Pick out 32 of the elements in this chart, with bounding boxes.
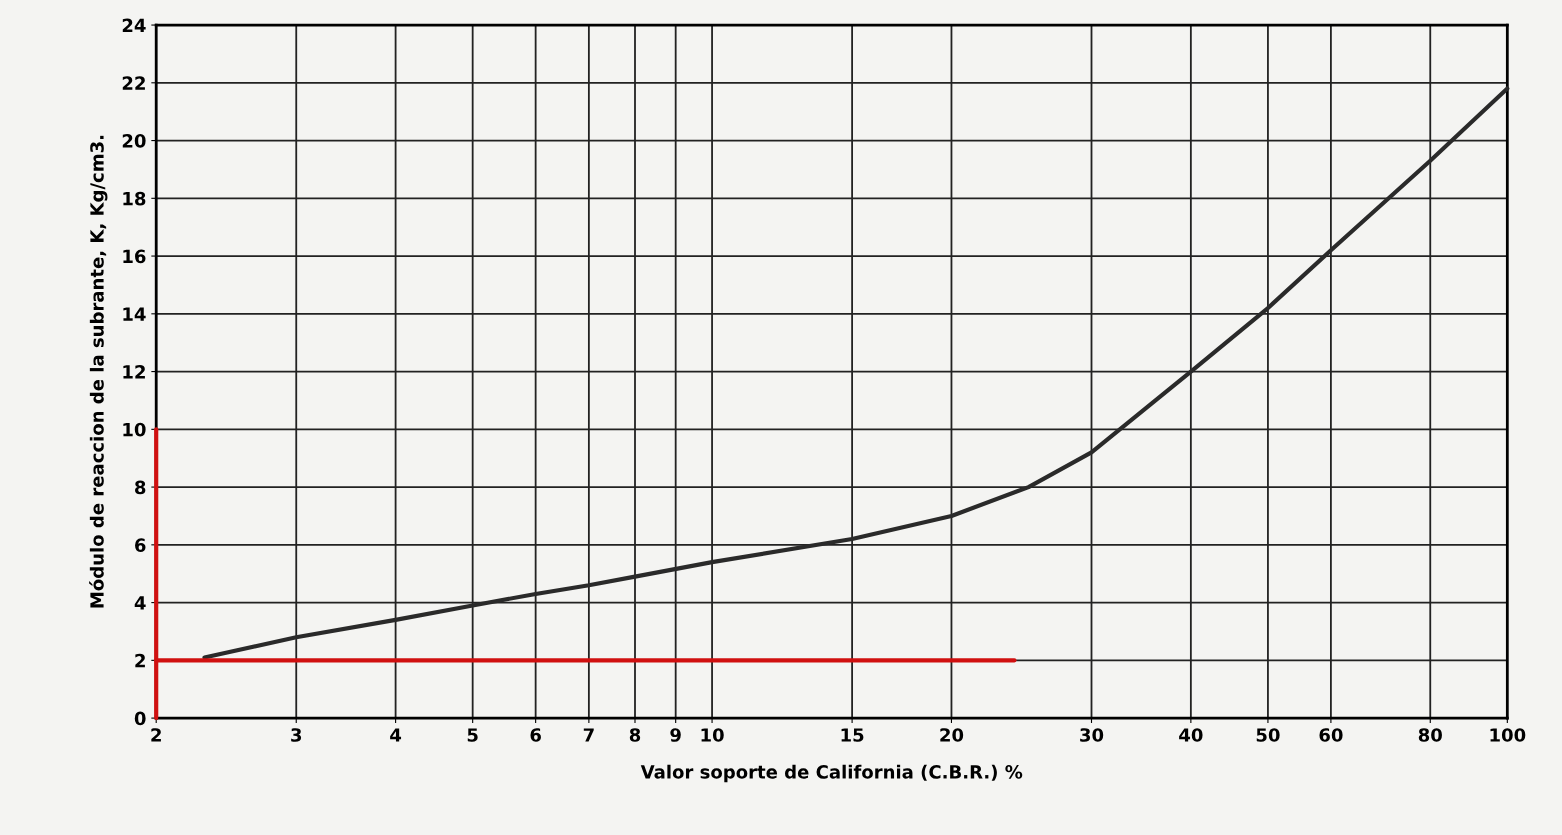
y-tick-label: 2 — [135, 653, 145, 668]
x-tick-label: 15 — [841, 728, 864, 742]
y-tick-label: 0 — [134, 711, 146, 726]
x-tick-label: 10 — [701, 728, 724, 742]
y-tick-label: 14 — [123, 307, 146, 321]
y-tick-label: 16 — [123, 249, 146, 264]
x-tick-label: 7 — [583, 728, 594, 742]
y-tick-label: 6 — [135, 538, 146, 552]
y-tick-label: 22 — [122, 76, 145, 90]
x-tick-label: 20 — [940, 728, 964, 742]
x-tick-label: 60 — [1319, 728, 1343, 742]
y-axis-title: Módulo de reaccion de la subrante, K, Kg/cm3. — [89, 135, 108, 608]
y-tick-label: 12 — [123, 365, 145, 379]
x-tick-label: 9 — [670, 728, 681, 742]
x-tick-label: 6 — [530, 728, 541, 742]
x-tick-label: 8 — [629, 728, 641, 742]
x-tick-label: 5 — [467, 728, 478, 742]
x-tick-label: 40 — [1179, 728, 1203, 742]
x-axis-title: Valor soporte de California (C.B.R.) % — [640, 764, 1023, 783]
y-tick-label: 4 — [134, 596, 146, 610]
y-tick-label: 24 — [122, 18, 146, 32]
y-tick-label: 18 — [123, 191, 146, 206]
x-tick-label: 100 — [1490, 728, 1526, 742]
y-tick-label: 8 — [135, 480, 146, 495]
x-tick-label: 2 — [151, 728, 161, 742]
x-tick-label: 50 — [1256, 728, 1280, 742]
x-tick-label: 80 — [1418, 728, 1442, 742]
x-tick-label: 3 — [291, 728, 302, 742]
x-tick-label: 4 — [390, 728, 402, 742]
x-tick-label: 30 — [1080, 728, 1104, 742]
y-tick-label: 10 — [123, 422, 146, 437]
y-tick-label: 20 — [122, 134, 146, 148]
